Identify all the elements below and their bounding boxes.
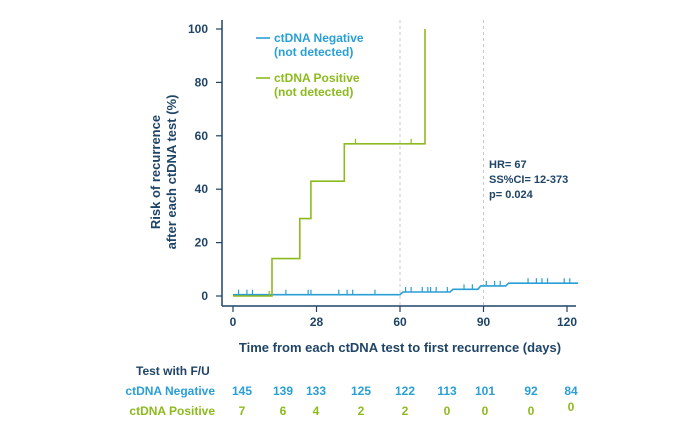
stats-annotation-line1: HR= 67 xyxy=(489,159,527,171)
risk-value: 101 xyxy=(475,384,495,398)
stats-annotation-line3: p= 0.024 xyxy=(489,189,534,201)
ctdna-negativelegend-sublabel: (not detected) xyxy=(274,45,353,59)
ctdna-negativelegend-label: ctDNA Negative xyxy=(274,31,364,45)
risk-value: 0 xyxy=(444,404,451,418)
risk-value: 4 xyxy=(313,404,320,418)
risk-value: 92 xyxy=(524,384,538,398)
x-tick-label: 60 xyxy=(393,315,407,329)
ctdna-positivelegend-sublabel: (not detected) xyxy=(274,85,353,99)
x-tick-label: 120 xyxy=(557,315,577,329)
risk-value: 84 xyxy=(564,384,578,398)
risk-value: 0 xyxy=(568,400,575,414)
risk-value: 7 xyxy=(239,404,246,418)
risk-value: 139 xyxy=(273,384,293,398)
risk-value: 145 xyxy=(232,384,252,398)
y-tick-label: 80 xyxy=(195,75,209,89)
x-tick-label: 90 xyxy=(477,315,491,329)
x-axis-label: Time from each ctDNA test to first recur… xyxy=(239,340,561,355)
ctdna-positivelegend-label: ctDNA Positive xyxy=(274,71,360,85)
risk-row-label-ctdna-positive: ctDNA Positive xyxy=(129,404,215,418)
x-tick-label: 0 xyxy=(230,315,237,329)
risk-value: 113 xyxy=(437,384,457,398)
y-axis-label-line1: Risk of recurrence xyxy=(148,115,163,229)
y-tick-label: 100 xyxy=(188,22,208,36)
risk-value: 6 xyxy=(280,404,287,418)
y-tick-label: 40 xyxy=(195,182,209,196)
risk-value: 122 xyxy=(395,384,415,398)
risk-value: 133 xyxy=(306,384,326,398)
ctdna-positiveline xyxy=(233,29,426,297)
stats-annotation-line2: SS%CI= 12-373 xyxy=(489,174,568,186)
risk-value: 0 xyxy=(528,404,535,418)
ctdna-negativeline xyxy=(233,282,579,296)
risk-table-header: Test with F/U xyxy=(136,364,210,378)
y-axis-label-line2: after each ctDNA test (%) xyxy=(164,95,179,250)
risk-value: 2 xyxy=(402,404,409,418)
y-axis-label: Risk of recurrenceafter each ctDNA test … xyxy=(148,95,179,250)
risk-value: 125 xyxy=(351,384,371,398)
risk-row-label-ctdna-negative: ctDNA Negative xyxy=(125,384,215,398)
y-tick-label: 20 xyxy=(195,236,209,250)
y-tick-label: 0 xyxy=(201,289,208,303)
risk-value: 2 xyxy=(358,404,365,418)
y-tick-label: 60 xyxy=(195,129,209,143)
x-tick-label: 28 xyxy=(310,315,324,329)
risk-value: 0 xyxy=(482,404,489,418)
